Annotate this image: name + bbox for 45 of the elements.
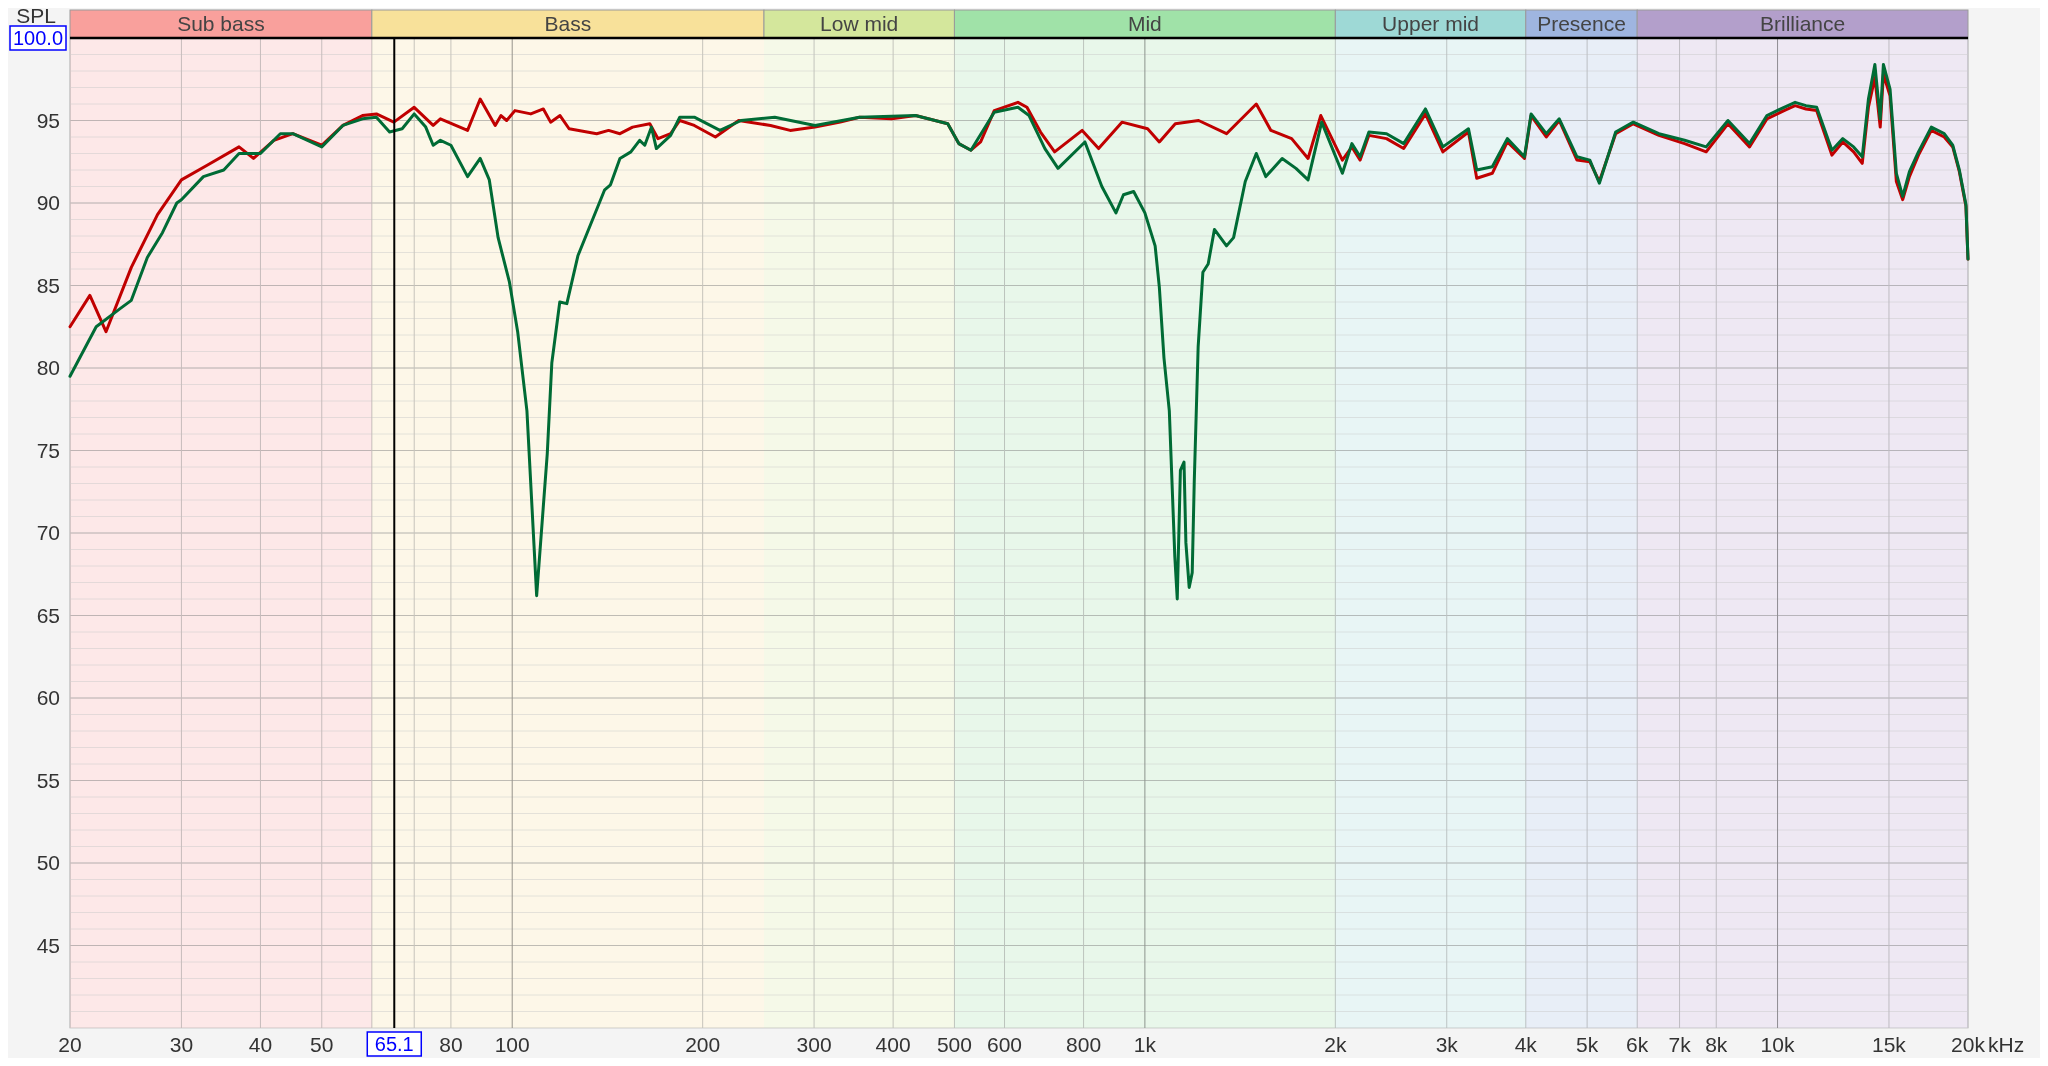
x-tick-label: 600	[987, 1033, 1023, 1056]
x-tick-label: 1k	[1133, 1033, 1157, 1056]
y-tick-label: 45	[36, 933, 60, 957]
x-tick-label: 10k	[1760, 1033, 1795, 1056]
x-tick-label: 7k	[1668, 1033, 1692, 1056]
ref-line-label: 65.1	[374, 1033, 414, 1055]
x-tick-label: 400	[875, 1033, 911, 1056]
x-tick-label: 8k	[1705, 1033, 1728, 1056]
x-tick-label: 15k	[1872, 1033, 1907, 1056]
x-tick-label: 30	[169, 1033, 194, 1056]
x-tick-label: 300	[796, 1033, 832, 1056]
band-label: Mid	[1127, 12, 1162, 35]
x-tick-label: 2k	[1324, 1033, 1347, 1056]
x-tick-label: 20	[58, 1033, 82, 1056]
x-tick-label: 500	[936, 1033, 972, 1056]
ref-line-label: 100.0	[12, 27, 64, 49]
x-axis-title: kHz	[1988, 1033, 2025, 1056]
x-tick-label: 800	[1066, 1033, 1102, 1056]
x-tick-label: 200	[685, 1033, 721, 1056]
band-label: Presence	[1537, 12, 1626, 35]
y-tick-label: 90	[36, 191, 60, 214]
x-tick-label: 100	[494, 1033, 530, 1056]
y-tick-label: 95	[36, 108, 60, 132]
y-axis-title: SPL	[16, 4, 56, 27]
x-tick-label: 20k	[1951, 1033, 1986, 1056]
band-label: Sub bass	[177, 12, 265, 35]
x-tick-label: 40	[248, 1033, 273, 1056]
band-label: Brilliance	[1759, 12, 1846, 35]
x-tick-label: 4k	[1514, 1033, 1538, 1056]
y-tick-label: 65	[36, 603, 60, 627]
x-tick-label: 50	[310, 1033, 334, 1056]
band-label: Upper mid	[1382, 12, 1479, 35]
band-label: Low mid	[820, 12, 899, 35]
x-tick-label: 6k	[1626, 1033, 1649, 1056]
y-tick-label: 60	[36, 686, 60, 709]
y-tick-label: 55	[36, 768, 60, 792]
y-tick-label: 75	[36, 438, 60, 462]
y-tick-label: 70	[36, 521, 60, 544]
y-tick-label: 80	[36, 356, 60, 379]
band-label: Bass	[544, 12, 592, 35]
y-tick-label: 50	[36, 851, 60, 874]
y-tick-label: 85	[36, 273, 60, 297]
x-tick-label: 3k	[1435, 1033, 1459, 1056]
x-tick-label: 80	[439, 1033, 463, 1056]
x-tick-label: 5k	[1576, 1033, 1599, 1056]
